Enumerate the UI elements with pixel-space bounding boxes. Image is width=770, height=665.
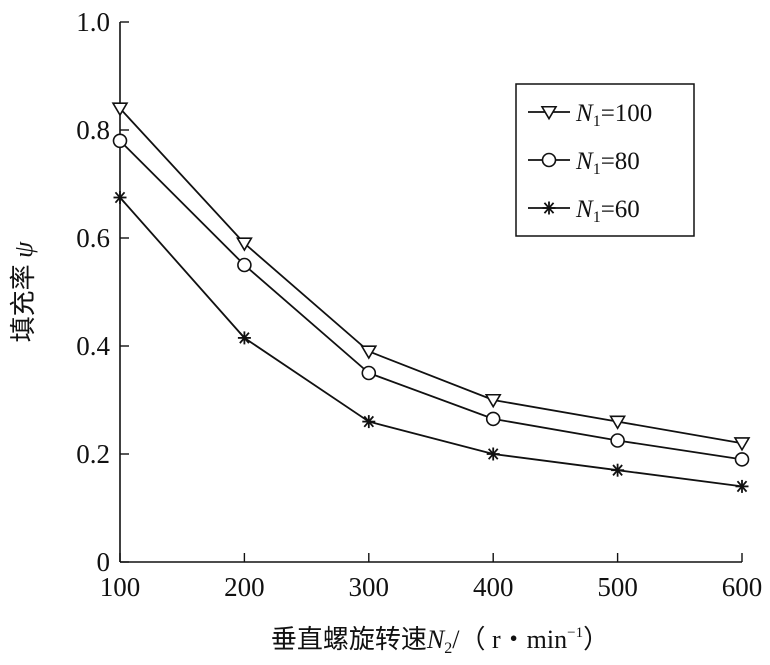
data-point-marker [484, 393, 502, 409]
data-point-marker [236, 237, 253, 252]
y-tick-label: 0.8 [76, 115, 110, 145]
series-layer [111, 102, 751, 493]
series-line-3 [119, 196, 743, 488]
x-tick-label: 300 [349, 572, 390, 602]
data-point-marker [112, 133, 128, 149]
data-point-marker [733, 437, 751, 452]
legend-marker [542, 201, 556, 215]
y-tick-label: 1.0 [76, 7, 110, 37]
data-point-marker [237, 331, 251, 345]
axis-labels: 填充率 ψ 垂直螺旋转速N2/（ r・min−1） [9, 241, 609, 657]
data-point-marker [111, 102, 129, 117]
x-tick-label: 200 [224, 572, 265, 602]
data-point-marker [611, 463, 625, 477]
data-point-marker [237, 257, 252, 273]
data-point-marker [735, 479, 749, 493]
legend-marker [540, 105, 558, 121]
data-point-marker [360, 345, 378, 360]
series-line-1 [119, 107, 743, 445]
x-tick-label: 600 [722, 572, 763, 602]
y-tick-label: 0.4 [76, 331, 110, 361]
data-point-marker [486, 447, 500, 461]
legend-label: N1=100 [575, 100, 652, 130]
legend-label: N1=80 [575, 148, 640, 178]
y-tick-label: 0.2 [76, 439, 110, 469]
legend: N1=100 N1=80 N1=60 [515, 83, 695, 237]
y-tick-label: 0.6 [76, 223, 110, 253]
y-tick-label: 0 [97, 547, 111, 577]
legend-marker [541, 152, 557, 168]
x-tick-label: 400 [473, 572, 514, 602]
x-axis-label: 垂直螺旋转速N2/（ r・min−1） [271, 625, 609, 657]
data-point-marker [610, 433, 625, 448]
data-point-marker [361, 365, 377, 381]
x-tick-label: 500 [597, 572, 638, 602]
y-axis-label: 填充率 ψ [9, 241, 38, 343]
data-point-marker [362, 415, 376, 429]
series-line-2 [119, 140, 743, 461]
data-point-marker [113, 191, 127, 204]
legend-label: N1=60 [575, 196, 640, 226]
data-point-marker [734, 452, 750, 467]
axes: 0 0.2 0.4 0.6 0.8 1.0 100 200 300 400 500 600 [76, 7, 762, 602]
data-point-marker [609, 415, 626, 430]
x-tick-label: 100 [100, 572, 141, 602]
data-point-marker [485, 411, 501, 427]
